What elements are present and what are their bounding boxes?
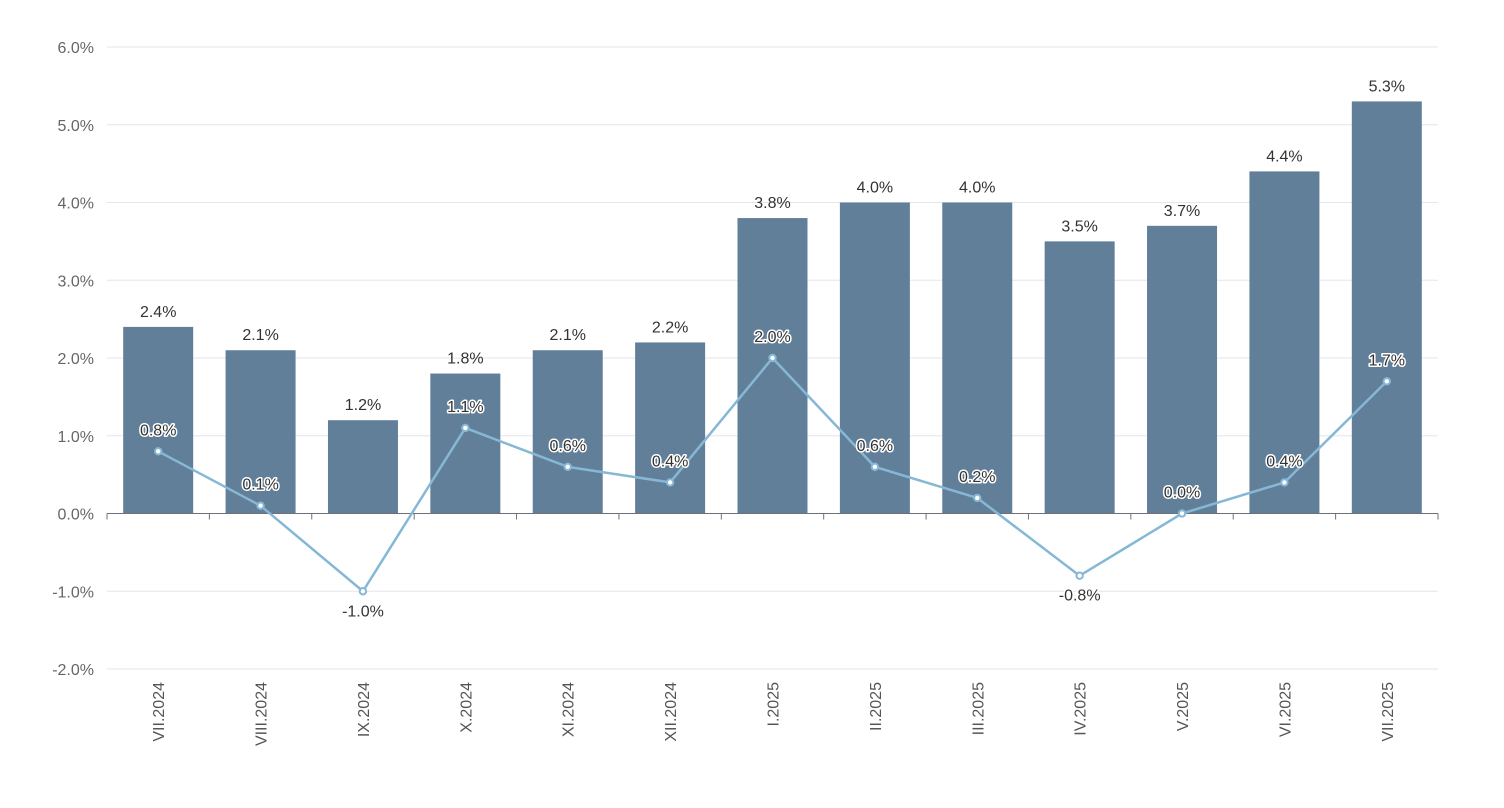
x-tick-label: XI.2024 bbox=[561, 682, 578, 737]
bar bbox=[225, 350, 296, 514]
y-tick-label: 0.0% bbox=[58, 507, 94, 524]
y-tick-label: 2.0% bbox=[58, 351, 94, 368]
line-value-label: -1.0% bbox=[342, 603, 384, 620]
line-value-label: -0.8% bbox=[1059, 588, 1101, 605]
bar bbox=[1249, 171, 1320, 514]
bar-value-label: 4.4% bbox=[1266, 148, 1302, 165]
line-point bbox=[358, 587, 368, 596]
line-series: 0.8% 0.1% -1.0% 1.1% 0.6% 0.4% 2.0% 0.6% 0.2% -0.… bbox=[138, 328, 1406, 622]
bar bbox=[635, 342, 706, 514]
line-value-label: 0.6% bbox=[857, 438, 893, 455]
line-point bbox=[1382, 377, 1392, 386]
bar bbox=[327, 420, 398, 514]
x-tick-label: VII.2025 bbox=[1380, 682, 1397, 742]
x-tick-label: III.2025 bbox=[970, 682, 987, 735]
line-value-label: 1.1% bbox=[447, 399, 483, 416]
line-value-label: 0.4% bbox=[1266, 453, 1302, 470]
x-tick-label: XII.2024 bbox=[663, 682, 680, 742]
x-tick-label: VII.2024 bbox=[151, 682, 168, 742]
line-value-label: 0.1% bbox=[242, 477, 278, 494]
line-point bbox=[1280, 478, 1289, 487]
y-tick-label: -1.0% bbox=[52, 584, 94, 601]
bar-value-label: 4.0% bbox=[857, 180, 893, 197]
line-point bbox=[1177, 509, 1187, 518]
y-tick-label: -2.0% bbox=[52, 662, 94, 679]
line-point bbox=[461, 423, 470, 433]
x-tick-label: I.2025 bbox=[766, 682, 783, 727]
y-axis: 6.0% 5.0% 4.0% 3.0% 2.0% 1.0% 0.0% -1.0% -2.0% bbox=[52, 40, 94, 679]
y-tick-label: 4.0% bbox=[58, 196, 94, 213]
bar-series: 2.4% 2.1% 1.2% 1.8% 2.1% 2.2% 3.8% 4.0% 4.0% 3.5%… bbox=[123, 78, 1422, 514]
x-axis: VII.2024 VIII.2024 IX.2024 X.2024 XI.2024 XII… bbox=[106, 513, 1439, 746]
line-point bbox=[973, 493, 982, 503]
bar bbox=[942, 202, 1013, 514]
x-tick-label: X.2024 bbox=[458, 682, 475, 733]
bar bbox=[737, 218, 808, 514]
bar-value-label: 5.3% bbox=[1369, 78, 1405, 95]
line-value-label: 1.7% bbox=[1369, 352, 1405, 369]
line-point bbox=[1075, 571, 1084, 580]
x-tick-label: IV.2025 bbox=[1073, 682, 1090, 736]
x-tick-label: IX.2024 bbox=[356, 682, 373, 737]
bar-value-label: 2.2% bbox=[652, 319, 688, 336]
line-value-label: 0.0% bbox=[1164, 485, 1200, 502]
x-tick-label: V.2025 bbox=[1175, 682, 1192, 731]
bar-value-label: 3.7% bbox=[1164, 203, 1200, 220]
line-point bbox=[870, 462, 880, 472]
bar bbox=[1351, 101, 1422, 514]
bar-value-label: 2.4% bbox=[140, 304, 176, 321]
y-tick-label: 6.0% bbox=[58, 40, 94, 57]
bar-value-label: 2.1% bbox=[242, 327, 278, 344]
line-value-label: 0.4% bbox=[652, 453, 688, 470]
bar-value-label: 3.5% bbox=[1061, 218, 1097, 235]
bar bbox=[123, 326, 194, 514]
bar bbox=[430, 373, 501, 514]
bar-value-label: 3.8% bbox=[754, 195, 790, 212]
bar bbox=[1044, 241, 1115, 514]
x-tick-label: VIII.2024 bbox=[254, 682, 271, 746]
line-point bbox=[256, 501, 265, 510]
line-point bbox=[563, 462, 572, 472]
line-value-label: 2.0% bbox=[754, 329, 790, 346]
bar bbox=[532, 350, 603, 514]
line-value-label: 0.8% bbox=[140, 422, 176, 439]
bar bbox=[839, 202, 910, 514]
bar bbox=[1147, 225, 1218, 514]
line-point bbox=[768, 353, 777, 363]
line-point bbox=[665, 478, 675, 487]
x-tick-label: II.2025 bbox=[868, 682, 885, 731]
bar-value-label: 1.8% bbox=[447, 351, 483, 368]
line-value-label: 0.6% bbox=[549, 438, 585, 455]
y-tick-label: 1.0% bbox=[58, 429, 94, 446]
line-point bbox=[153, 447, 163, 456]
bar-value-label: 1.2% bbox=[345, 397, 381, 414]
y-tick-label: 3.0% bbox=[58, 273, 94, 290]
y-tick-label: 5.0% bbox=[58, 118, 94, 135]
x-tick-label: VI.2025 bbox=[1277, 682, 1294, 737]
line-value-label: 0.2% bbox=[959, 469, 995, 486]
bar-value-label: 2.1% bbox=[549, 327, 585, 344]
bar-value-label: 4.0% bbox=[959, 180, 995, 197]
